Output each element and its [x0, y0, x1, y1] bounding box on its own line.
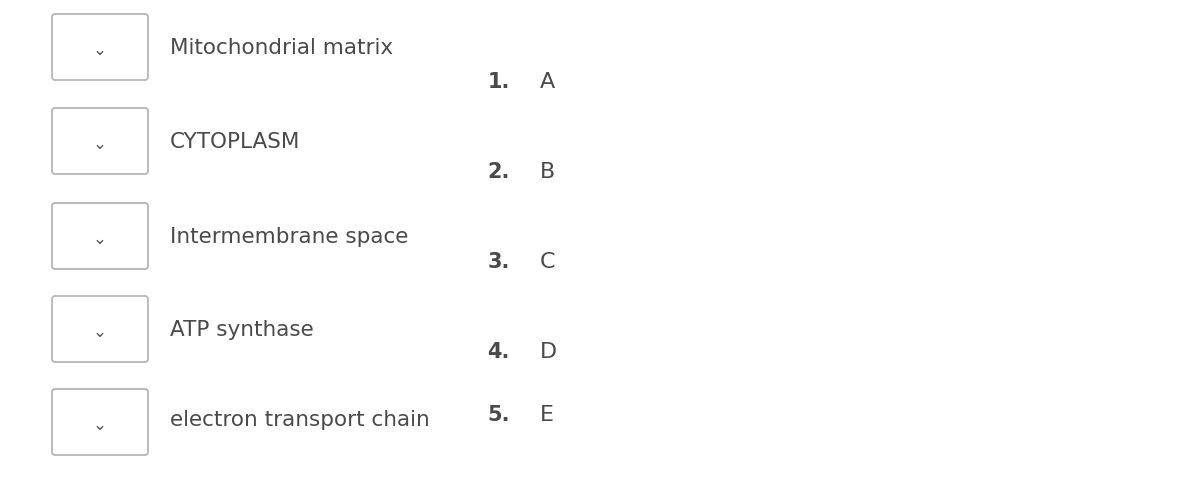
- Text: E: E: [540, 404, 554, 424]
- Text: ⌄: ⌄: [94, 322, 107, 340]
- Text: ⌄: ⌄: [94, 229, 107, 247]
- FancyBboxPatch shape: [52, 204, 148, 270]
- Text: 1.: 1.: [487, 72, 510, 92]
- FancyBboxPatch shape: [52, 296, 148, 362]
- Text: Mitochondrial matrix: Mitochondrial matrix: [170, 38, 394, 58]
- Text: electron transport chain: electron transport chain: [170, 409, 430, 429]
- Text: 5.: 5.: [487, 404, 510, 424]
- FancyBboxPatch shape: [52, 15, 148, 81]
- FancyBboxPatch shape: [52, 109, 148, 175]
- Text: 4.: 4.: [487, 341, 510, 361]
- Text: 3.: 3.: [487, 252, 510, 272]
- Text: C: C: [540, 252, 556, 272]
- Text: ATP synthase: ATP synthase: [170, 319, 313, 339]
- Text: CYTOPLASM: CYTOPLASM: [170, 132, 300, 151]
- Text: D: D: [540, 341, 557, 361]
- Text: Intermembrane space: Intermembrane space: [170, 227, 408, 246]
- Text: ⌄: ⌄: [94, 41, 107, 59]
- Text: A: A: [540, 72, 556, 92]
- Text: 2.: 2.: [487, 162, 510, 182]
- Text: B: B: [540, 162, 556, 182]
- Text: ⌄: ⌄: [94, 415, 107, 433]
- FancyBboxPatch shape: [52, 389, 148, 455]
- Text: ⌄: ⌄: [94, 135, 107, 152]
